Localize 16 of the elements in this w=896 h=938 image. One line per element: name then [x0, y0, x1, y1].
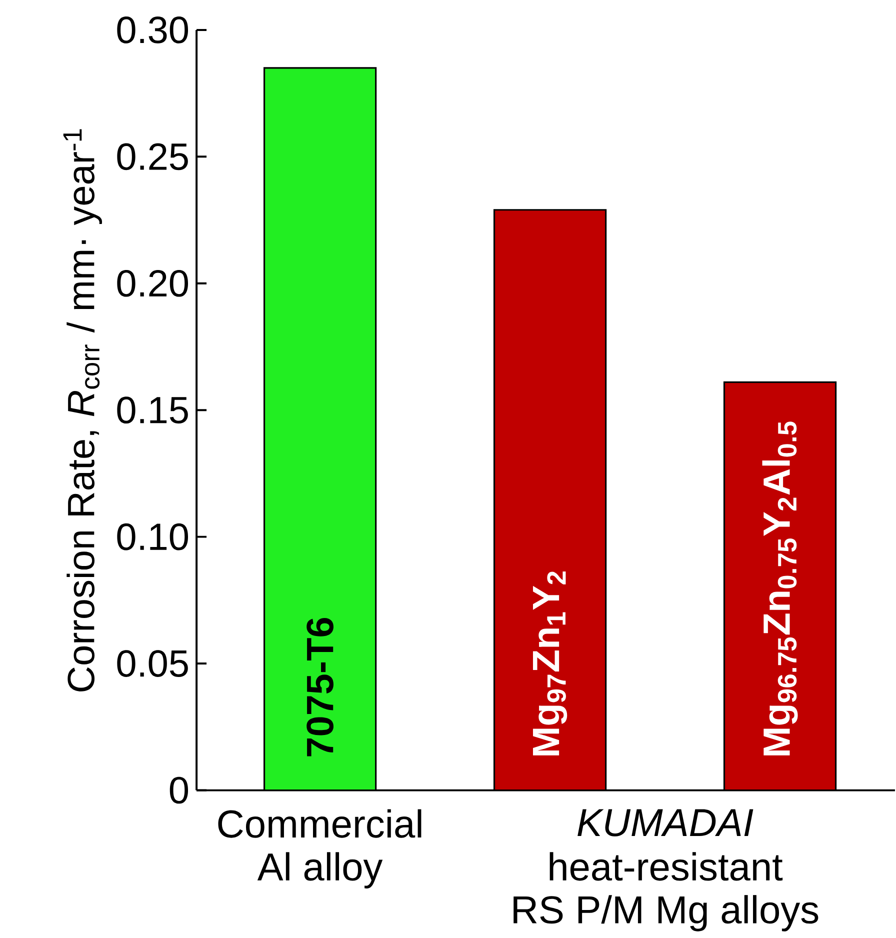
text: Al alloy [257, 852, 383, 888]
x-tick-label: 7075-T6 [306, 618, 334, 756]
text: RS P/M Mg alloys [514, 895, 818, 932]
y-axis-title: Corrosion Rate, R$_{corr}$ / mm· year$^{-1}$ [63, 129, 102, 692]
y-tick-label: 0.25 [117, 143, 188, 170]
text: Commercial [218, 809, 422, 838]
y-tick-label: 0 [170, 776, 188, 804]
y-tick-label: 0.15 [117, 396, 188, 424]
y-tick-label: 0.05 [117, 650, 188, 677]
text: heat-resistant [550, 852, 783, 881]
x-tick-label: Mg$_{97}$Zn$_{1}$Y$_{2}$ [532, 572, 568, 756]
y-tick-label: 0.10 [117, 523, 188, 550]
y-tick-label: 0.20 [117, 270, 188, 297]
x-tick-label: Mg$_{96.75}$Zn$_{0.75}$Y$_{2}$Al$_{0.5}$ [762, 422, 798, 756]
text: KUMADAI [578, 809, 754, 836]
y-tick-label: 0.30 [117, 16, 188, 44]
